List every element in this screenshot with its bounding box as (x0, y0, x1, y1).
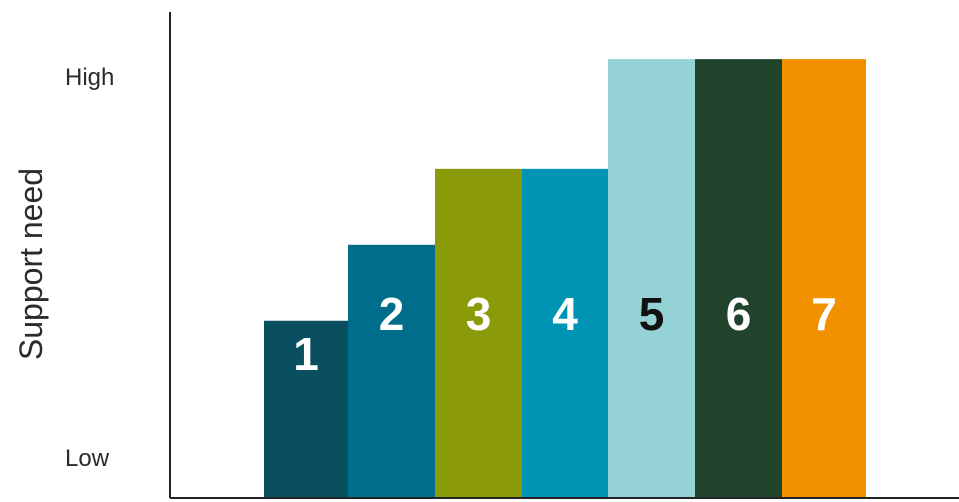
bar-7 (782, 59, 866, 499)
bar-label-2: 2 (379, 288, 405, 340)
bar-2 (348, 244, 435, 498)
bar-5 (608, 59, 695, 499)
y-axis-title: Support need (13, 168, 49, 360)
bar-labels: 1 2 3 4 5 6 7 (293, 288, 837, 380)
bars (264, 59, 866, 499)
bar-label-1: 1 (293, 328, 319, 380)
y-tick-label-low: Low (65, 445, 110, 472)
bar-label-7: 7 (811, 288, 837, 340)
bar-1 (264, 320, 348, 498)
y-tick-label-high: High (65, 64, 114, 91)
bar-6 (695, 59, 782, 499)
bar-label-3: 3 (466, 288, 492, 340)
bar-4 (522, 168, 608, 498)
bar-label-6: 6 (726, 288, 752, 340)
bar-3 (435, 168, 522, 498)
bar-label-4: 4 (552, 288, 578, 340)
bar-label-5: 5 (639, 288, 665, 340)
